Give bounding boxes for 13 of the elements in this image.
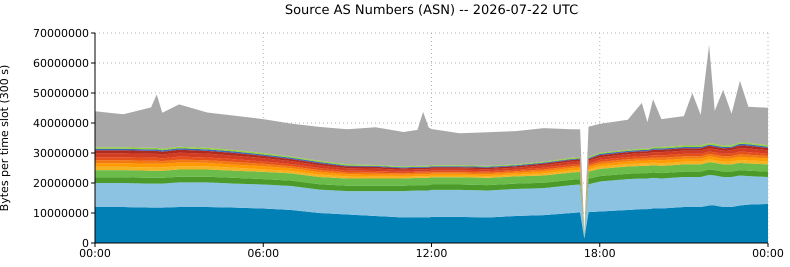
chart-title: Source AS Numbers (ASN) -- 2026-07-22 UTC — [284, 3, 580, 18]
x-tick-label: 18:00 — [584, 246, 616, 260]
y-tick-label: 70000000 — [33, 26, 89, 40]
x-tick-label: 06:00 — [247, 246, 280, 260]
y-tick-label: 20000000 — [33, 176, 89, 190]
y-axis-title: Bytes per time slot (300 s) — [0, 64, 11, 212]
y-tick-label: 60000000 — [33, 56, 89, 70]
x-tick-label: 12:00 — [416, 246, 448, 260]
y-tick-label: 40000000 — [33, 116, 89, 130]
y-tick-label: 50000000 — [33, 86, 89, 100]
y-tick-label: 30000000 — [33, 146, 89, 160]
y-tick-label: 10000000 — [33, 206, 89, 220]
x-tick-label: 00:00 — [752, 246, 784, 260]
